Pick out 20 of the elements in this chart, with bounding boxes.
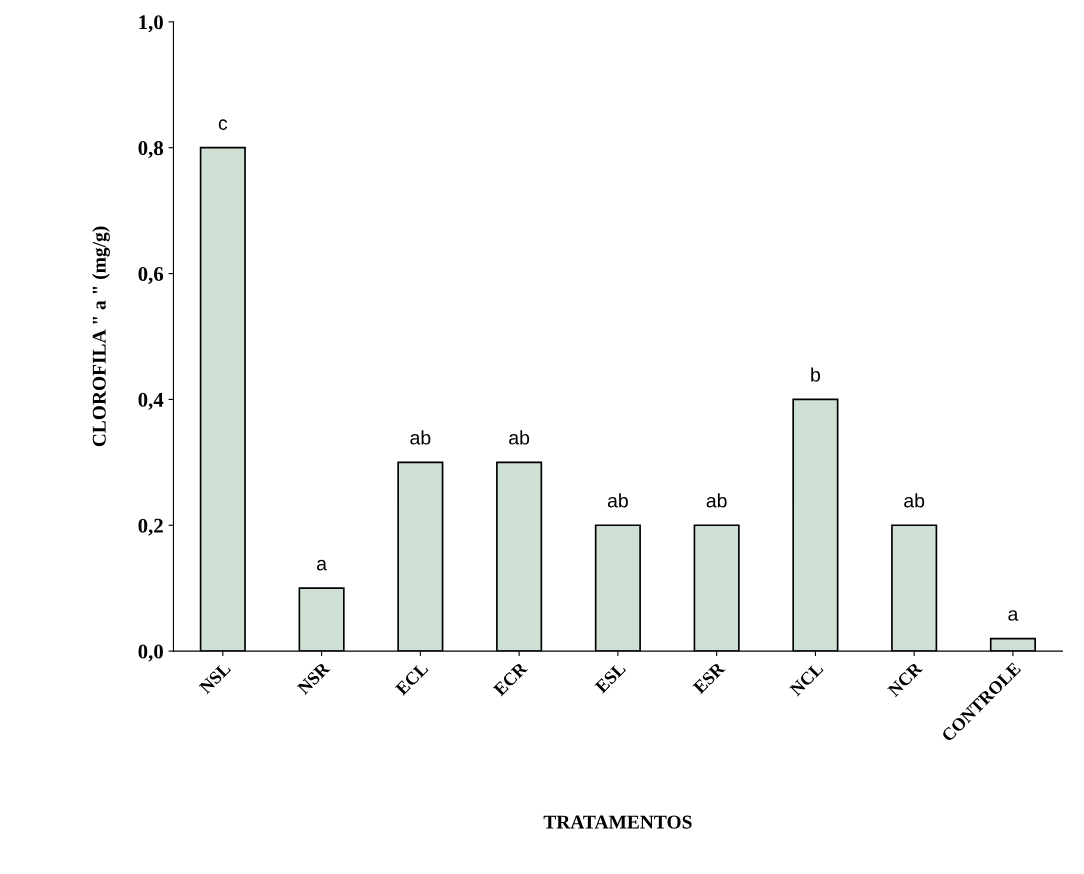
annotation: ab xyxy=(904,493,925,508)
annotation: ab xyxy=(410,430,431,445)
annotation: a xyxy=(317,559,327,571)
x-tick-label: NSL xyxy=(198,661,232,695)
x-axis-title: TRATAMENTOS xyxy=(543,815,692,829)
annotation: c xyxy=(218,119,228,130)
annotation: a xyxy=(1008,610,1019,621)
y-tick-label: 0,8 xyxy=(138,141,164,159)
annotation: b xyxy=(811,367,820,382)
annotation: ab xyxy=(607,493,628,508)
y-tick-label: 0,2 xyxy=(138,518,163,536)
y-tick-label: 0,4 xyxy=(138,392,164,410)
annotation: ab xyxy=(509,430,530,445)
y-tick-label: 1,0 xyxy=(139,15,163,33)
x-tick-label: ESR xyxy=(692,661,726,695)
y-tick-label: 0,0 xyxy=(138,644,163,662)
y-tick-label: 0,6 xyxy=(138,266,164,285)
annotation: ab xyxy=(706,493,727,508)
x-tick-label: ESL xyxy=(594,661,627,694)
y-axis-title: CLOROFILA " a " (mg/g) xyxy=(92,226,110,447)
